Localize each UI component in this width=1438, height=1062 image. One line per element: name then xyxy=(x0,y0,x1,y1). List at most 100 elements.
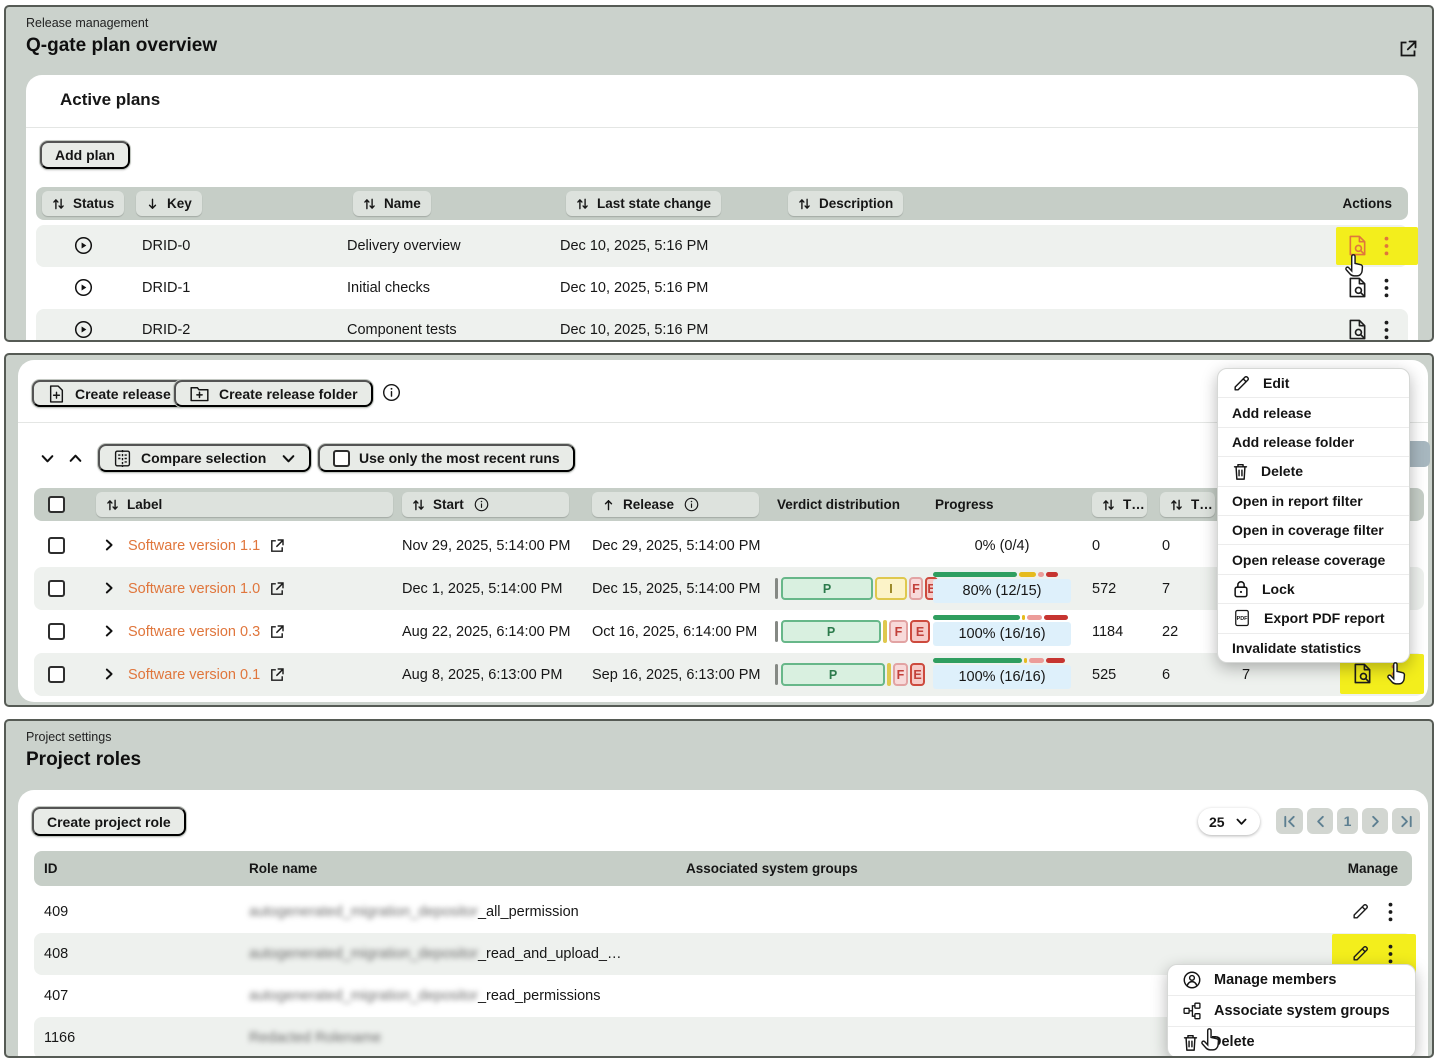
trash-icon xyxy=(1182,1033,1199,1052)
sort-both-icon xyxy=(412,498,425,512)
sort-last-state-change-button[interactable]: Last state change xyxy=(566,191,721,216)
info-icon xyxy=(684,497,699,512)
sort-description-button[interactable]: Description xyxy=(788,191,903,216)
sort-t1-button[interactable]: T… xyxy=(1092,492,1147,517)
row-kebab-menu-icon[interactable] xyxy=(1384,320,1389,340)
release-row-sv-0-1[interactable]: Software version 0.1 Aug 8, 2025, 6:13:0… xyxy=(34,653,1424,696)
sort-key-button[interactable]: Key xyxy=(136,191,202,216)
menu-item-manage-members[interactable]: Manage members xyxy=(1168,965,1415,996)
menu-item-open-in-report-filter[interactable]: Open in report filter xyxy=(1218,487,1409,516)
add-plan-button[interactable]: Add plan xyxy=(40,141,130,169)
expand-all-icon[interactable] xyxy=(68,451,83,466)
sort-label-button[interactable]: Label xyxy=(96,492,393,517)
release-link[interactable]: Software version 1.1 xyxy=(128,538,260,554)
external-link-icon[interactable] xyxy=(269,667,285,683)
previous-page-button[interactable] xyxy=(1307,808,1333,834)
page-title: Project roles xyxy=(26,749,141,771)
first-page-button[interactable] xyxy=(1276,808,1303,834)
row-checkbox[interactable] xyxy=(48,580,65,597)
menu-item-invalidate-statistics[interactable]: Invalidate statistics xyxy=(1218,634,1409,662)
role-id: 407 xyxy=(44,988,68,1004)
verdict-segment-fail: F xyxy=(909,577,923,600)
open-report-icon[interactable] xyxy=(1352,662,1373,685)
row-kebab-menu-icon[interactable] xyxy=(1388,902,1393,922)
use-recent-runs-toggle[interactable]: Use only the most recent runs xyxy=(318,444,575,472)
expand-row-icon[interactable] xyxy=(102,581,116,595)
t1-value: 525 xyxy=(1092,667,1116,683)
menu-item-export-pdf-report[interactable]: PDF Export PDF report xyxy=(1218,604,1409,633)
edit-role-icon[interactable] xyxy=(1351,944,1370,963)
sort-t2-button[interactable]: T… xyxy=(1160,492,1215,517)
info-icon[interactable] xyxy=(382,383,401,402)
next-page-button[interactable] xyxy=(1362,808,1388,834)
release-row-sv-1-0[interactable]: Software version 1.0 Dec 1, 2025, 5:14:0… xyxy=(34,567,1424,610)
pencil-icon xyxy=(1232,374,1251,393)
row-checkbox[interactable] xyxy=(48,623,65,640)
sort-name-button[interactable]: Name xyxy=(353,191,431,216)
release-link[interactable]: Software version 0.1 xyxy=(128,667,260,683)
plan-last-state-change: Dec 10, 2025, 5:16 PM xyxy=(560,322,708,338)
trash-icon xyxy=(1232,462,1249,481)
open-report-icon[interactable] xyxy=(1347,234,1368,257)
release-row-sv-0-3[interactable]: Software version 0.3 Aug 22, 2025, 6:14:… xyxy=(34,610,1424,653)
row-kebab-menu-icon[interactable] xyxy=(1391,664,1396,684)
external-link-icon[interactable] xyxy=(269,581,285,597)
status-in-progress-icon xyxy=(74,236,93,255)
external-link-icon[interactable] xyxy=(269,624,285,640)
role-context-menu: Manage members Associate system groups D… xyxy=(1167,964,1416,1058)
select-all-checkbox[interactable] xyxy=(48,496,65,513)
create-release-folder-button[interactable]: Create release folder xyxy=(174,380,373,407)
menu-item-lock[interactable]: Lock xyxy=(1218,575,1409,604)
sort-status-button[interactable]: Status xyxy=(42,191,124,216)
row-kebab-menu-icon[interactable] xyxy=(1384,278,1389,298)
menu-item-add-release-folder[interactable]: Add release folder xyxy=(1218,428,1409,457)
verdict-distribution-bar: PFE xyxy=(775,620,932,643)
open-in-new-icon[interactable] xyxy=(1398,39,1418,59)
sort-release-button[interactable]: Release xyxy=(592,492,759,517)
menu-item-edit[interactable]: Edit xyxy=(1218,369,1409,398)
edit-role-icon[interactable] xyxy=(1351,902,1370,921)
open-report-icon[interactable] xyxy=(1347,276,1368,299)
row-kebab-menu-icon[interactable] xyxy=(1384,236,1389,256)
collapse-all-icon[interactable] xyxy=(40,451,55,466)
menu-item-open-in-coverage-filter[interactable]: Open in coverage filter xyxy=(1218,516,1409,545)
menu-item-delete[interactable]: Delete xyxy=(1218,457,1409,486)
expand-row-icon[interactable] xyxy=(102,624,116,638)
release-row-sv-1-1[interactable]: Software version 1.1 Nov 29, 2025, 5:14:… xyxy=(34,524,1424,567)
menu-item-add-release[interactable]: Add release xyxy=(1218,398,1409,427)
plan-name: Component tests xyxy=(347,322,457,338)
expand-row-icon[interactable] xyxy=(102,667,116,681)
role-row-409[interactable]: 409 autogenerated_migration_depositor_al… xyxy=(34,891,1412,933)
menu-item-associate-system-groups[interactable]: Associate system groups xyxy=(1168,996,1415,1027)
sort-start-button[interactable]: Start xyxy=(402,492,569,517)
releases-table-header: Label Start Release Verdict distribution… xyxy=(34,488,1424,521)
menu-item-delete[interactable]: Delete xyxy=(1168,1027,1415,1057)
compare-icon xyxy=(113,449,132,468)
row-kebab-menu-icon[interactable] xyxy=(1388,944,1393,964)
plan-key: DRID-1 xyxy=(142,280,190,296)
plan-row-drid-1[interactable]: DRID-1 Initial checks Dec 10, 2025, 5:16… xyxy=(36,267,1408,309)
compare-selection-button[interactable]: Compare selection xyxy=(98,444,311,472)
row-checkbox[interactable] xyxy=(48,537,65,554)
release-link[interactable]: Software version 0.3 xyxy=(128,624,260,640)
last-page-button[interactable] xyxy=(1392,808,1420,834)
external-link-icon[interactable] xyxy=(269,538,285,554)
recent-runs-checkbox[interactable] xyxy=(333,450,350,467)
progress-segment xyxy=(1044,615,1068,620)
create-project-role-button[interactable]: Create project role xyxy=(32,807,186,836)
verdict-segment-inconc xyxy=(883,620,887,643)
row-checkbox[interactable] xyxy=(48,666,65,683)
sort-both-icon xyxy=(52,197,65,211)
plan-row-drid-0[interactable]: DRID-0 Delivery overview Dec 10, 2025, 5… xyxy=(36,225,1408,267)
release-link[interactable]: Software version 1.0 xyxy=(128,581,260,597)
expand-row-icon[interactable] xyxy=(102,538,116,552)
create-release-button[interactable]: Create release xyxy=(32,380,186,407)
chevron-down-icon[interactable] xyxy=(281,451,296,466)
page-size-select[interactable]: 25 xyxy=(1198,808,1260,835)
plan-row-drid-2[interactable]: DRID-2 Component tests Dec 10, 2025, 5:1… xyxy=(36,309,1408,342)
menu-item-open-release-coverage[interactable]: Open release coverage xyxy=(1218,545,1409,574)
open-report-icon[interactable] xyxy=(1347,318,1368,341)
verdict-segment-fail: F xyxy=(889,620,908,643)
current-page-button[interactable]: 1 xyxy=(1337,808,1358,834)
org-chart-icon xyxy=(1182,1001,1202,1021)
